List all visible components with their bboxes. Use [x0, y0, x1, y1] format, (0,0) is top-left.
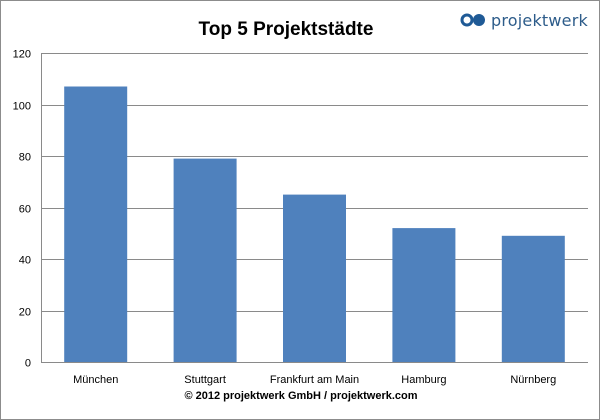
- y-tick-label: 40: [19, 255, 31, 267]
- copyright-footer: © 2012 projektwerk GmbH / projektwerk.co…: [184, 390, 418, 402]
- y-tick-label: 60: [19, 204, 31, 216]
- brand-name: projektwerk: [491, 10, 588, 30]
- y-tick-label: 100: [13, 101, 31, 113]
- y-tick-label: 20: [19, 307, 31, 319]
- bar: [283, 194, 346, 362]
- x-tick-label: München: [73, 374, 118, 386]
- bar: [501, 235, 565, 362]
- x-tick-label: Hamburg: [401, 374, 446, 386]
- bar: [392, 228, 456, 362]
- y-tick-label: 0: [25, 358, 31, 370]
- chart-title: Top 5 Projektstädte: [198, 19, 374, 40]
- x-tick-label: Stuttgart: [184, 374, 226, 386]
- bar-chart: 0 20 40 60 80 100 120 München Stuttgart Frankfurt…: [13, 49, 588, 386]
- y-tick-label: 120: [13, 49, 31, 61]
- x-tick-label: Frankfurt am Main: [270, 374, 359, 386]
- bar: [173, 158, 237, 362]
- y-tick-label: 80: [19, 152, 31, 164]
- x-tick-label: Nürnberg: [510, 374, 556, 386]
- bar: [64, 86, 128, 362]
- brand-logo: projektwerk: [459, 9, 588, 31]
- two-circles-logo-icon: [460, 13, 485, 27]
